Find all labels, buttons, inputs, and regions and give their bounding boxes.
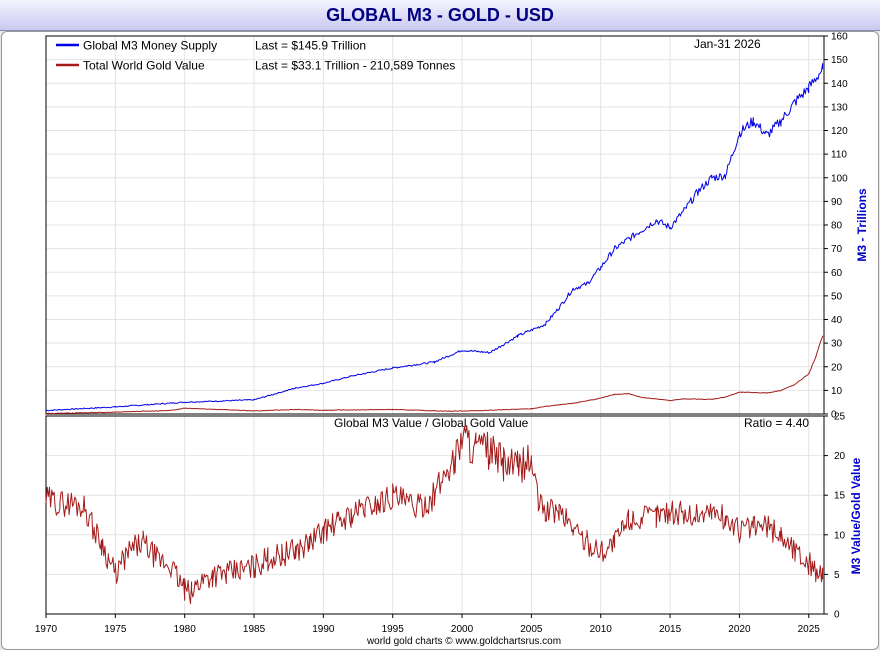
ratio-value-label: Ratio = 4.40	[744, 416, 809, 430]
legend-m3-label: Global M3 Money Supply	[83, 39, 217, 53]
x-tick-label-1975: 1975	[104, 624, 127, 635]
x-tick-label-1995: 1995	[382, 624, 405, 635]
x-axis: 1970 1975 1980 1985 1990 1995 2000 2005 2010 2015…	[35, 614, 820, 635]
ratio-series-line	[45, 424, 824, 605]
x-tick-label-1980: 1980	[174, 624, 197, 635]
top-y-tick-label-80: 80	[831, 221, 843, 232]
bottom-y-axis: 0 5 10 15 20 25	[824, 412, 846, 621]
x-tick-label-2020: 2020	[728, 624, 751, 635]
top-y-tick-label-0: 0	[831, 410, 837, 421]
top-y-tick-label-60: 60	[831, 268, 843, 279]
footer-credit: world gold charts © www.goldchartsrus.co…	[366, 636, 561, 647]
top-y-tick-label-150: 150	[831, 55, 848, 66]
bottom-y-axis-title: M3 Value/Gold Value	[849, 457, 863, 574]
x-tick-label-2015: 2015	[659, 624, 682, 635]
top-y-tick-label-160: 160	[831, 32, 848, 43]
bottom-y-tick-label-10: 10	[834, 530, 846, 541]
top-y-tick-label-70: 70	[831, 244, 843, 255]
x-tick-label-2000: 2000	[451, 624, 474, 635]
legend-gold-label: Total World Gold Value	[83, 59, 205, 73]
top-y-tick-label-90: 90	[831, 197, 843, 208]
bottom-y-tick-label-0: 0	[834, 610, 840, 621]
x-tick-label-2010: 2010	[590, 624, 613, 635]
x-tick-label-1990: 1990	[312, 624, 335, 635]
top-y-tick-label-40: 40	[831, 315, 843, 326]
top-y-tick-label-120: 120	[831, 126, 848, 137]
top-y-tick-label-10: 10	[831, 386, 843, 397]
gold-series-line	[45, 335, 824, 415]
top-y-tick-label-20: 20	[831, 362, 843, 373]
x-tick-label-2025: 2025	[798, 624, 821, 635]
bottom-y-tick-label-20: 20	[834, 451, 846, 462]
top-y-tick-label-140: 140	[831, 79, 848, 90]
chart-title: GLOBAL M3 - GOLD - USD	[0, 0, 880, 31]
top-y-tick-label-130: 130	[831, 102, 848, 113]
top-y-tick-label-110: 110	[831, 150, 847, 161]
m3-series-line	[45, 63, 824, 412]
x-tick-label-2005: 2005	[520, 624, 543, 635]
bottom-gridlines	[45, 416, 824, 614]
top-y-axis: 0 10 20 30 40 50 60 70 80 90 100 110 120 130 140 150 160	[824, 32, 848, 421]
top-y-tick-label-100: 100	[831, 173, 848, 184]
x-tick-label-1985: 1985	[243, 624, 266, 635]
x-tick-label-1970: 1970	[35, 624, 58, 635]
legend-m3-last: Last = $145.9 Trillion	[255, 39, 366, 53]
top-y-tick-label-50: 50	[831, 291, 843, 302]
bottom-plot-border	[45, 415, 825, 615]
series-layer	[45, 63, 824, 605]
top-y-axis-title: M3 - Trillions	[855, 188, 869, 262]
bottom-y-tick-label-15: 15	[834, 491, 846, 502]
top-gridlines	[45, 36, 824, 414]
chart-date: Jan-31 2026	[694, 37, 761, 51]
bottom-y-tick-label-5: 5	[834, 570, 840, 581]
top-y-tick-label-30: 30	[831, 339, 843, 350]
ratio-chart-title: Global M3 Value / Global Gold Value	[334, 416, 529, 430]
bottom-y-tick-label-25: 25	[834, 412, 846, 423]
legend-gold-last: Last = $33.1 Trillion - 210,589 Tonnes	[255, 59, 455, 73]
